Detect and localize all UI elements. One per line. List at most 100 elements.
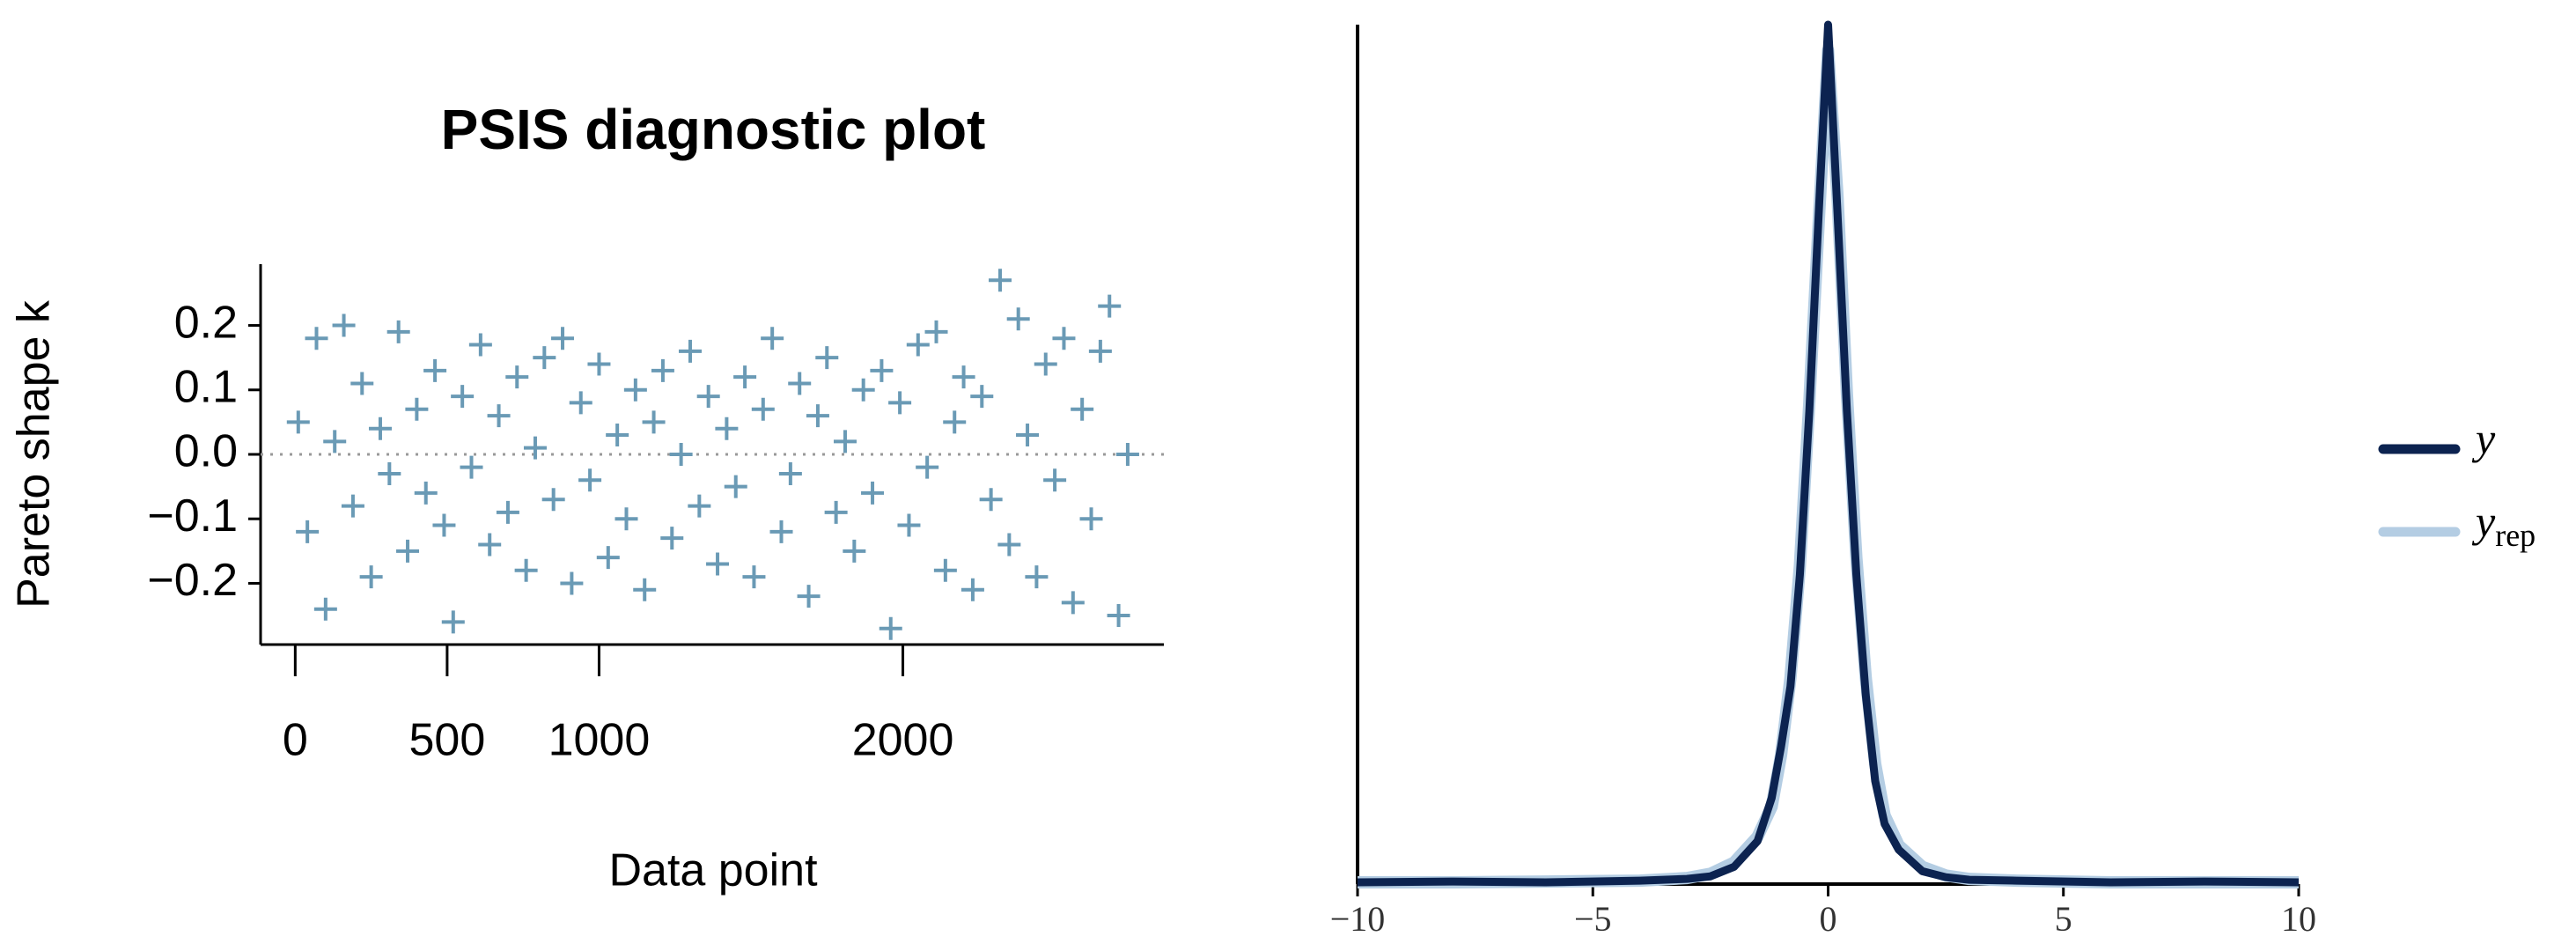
- point: [979, 488, 1003, 512]
- point: [769, 520, 793, 543]
- point: [733, 365, 757, 389]
- legend-name: y: [2471, 414, 2496, 463]
- x-tick-label: 500: [409, 715, 486, 766]
- point: [286, 410, 310, 434]
- point: [742, 565, 766, 589]
- point: [988, 269, 1012, 292]
- point: [341, 494, 364, 518]
- point: [323, 430, 347, 453]
- point: [378, 461, 401, 485]
- point: [487, 404, 511, 428]
- point: [350, 372, 374, 395]
- point: [778, 461, 802, 485]
- point: [533, 346, 556, 370]
- point: [806, 404, 829, 428]
- point: [1098, 294, 1122, 318]
- x-tick-label: 0: [1820, 899, 1837, 939]
- point: [405, 397, 429, 421]
- point: [423, 358, 447, 382]
- point: [451, 385, 475, 409]
- point: [1061, 591, 1085, 615]
- point: [1107, 604, 1130, 628]
- point: [359, 565, 383, 589]
- x-tick-label: 2000: [852, 715, 954, 766]
- point: [1006, 307, 1030, 331]
- point: [478, 533, 502, 557]
- point: [414, 481, 438, 505]
- point: [1115, 443, 1139, 466]
- y-axis-label: Pareto shape k: [9, 299, 60, 608]
- point: [861, 481, 885, 505]
- point: [578, 468, 602, 492]
- point: [897, 513, 921, 537]
- point: [551, 327, 575, 350]
- point: [715, 417, 739, 440]
- point: [1025, 565, 1049, 589]
- point: [296, 520, 320, 543]
- point: [496, 500, 519, 524]
- point: [569, 391, 592, 415]
- point: [1052, 327, 1076, 350]
- point: [587, 352, 611, 376]
- chart-title: PSIS diagnostic plot: [441, 98, 986, 161]
- y-tick-label: −0.1: [147, 490, 238, 542]
- point: [678, 339, 702, 363]
- y-tick-label: 0.0: [174, 426, 238, 477]
- point: [313, 597, 337, 621]
- point: [696, 385, 720, 409]
- x-tick-label: 1000: [548, 715, 651, 766]
- point: [952, 365, 975, 389]
- point: [305, 327, 328, 350]
- point: [943, 410, 967, 434]
- point: [432, 513, 456, 537]
- point: [541, 488, 565, 512]
- point: [1088, 339, 1112, 363]
- density-line: [1357, 20, 2300, 887]
- point: [606, 424, 629, 447]
- point: [660, 527, 684, 550]
- point: [724, 475, 747, 498]
- point: [642, 410, 666, 434]
- point: [960, 578, 984, 601]
- point: [1043, 468, 1067, 492]
- point: [669, 443, 693, 466]
- point: [706, 552, 730, 576]
- y-tick-label: −0.2: [147, 555, 238, 606]
- point: [824, 500, 848, 524]
- point: [879, 616, 902, 640]
- point: [916, 455, 939, 479]
- point: [933, 558, 957, 582]
- x-axis-label: Data point: [608, 845, 818, 896]
- point: [851, 378, 875, 402]
- point: [888, 391, 912, 415]
- point: [441, 610, 465, 634]
- point: [332, 313, 356, 337]
- point: [633, 578, 657, 601]
- x-tick-label: 10: [2281, 899, 2316, 939]
- point: [514, 558, 538, 582]
- point: [368, 417, 392, 440]
- point: [751, 397, 775, 421]
- point: [523, 436, 547, 460]
- density-line: [1358, 44, 2299, 889]
- point: [460, 455, 483, 479]
- legend-subscript: rep: [2495, 518, 2536, 553]
- point: [623, 378, 647, 402]
- y-tick-label: 0.2: [174, 297, 238, 348]
- x-tick-label: 0: [283, 715, 308, 766]
- y-tick-label: 0.1: [174, 362, 238, 413]
- x-tick-label: 5: [2055, 899, 2072, 939]
- legend-label: yrep: [2471, 497, 2536, 553]
- point: [833, 430, 857, 453]
- point: [386, 320, 410, 343]
- x-tick-label: −5: [1574, 899, 1612, 939]
- point: [1071, 397, 1094, 421]
- point: [997, 533, 1021, 557]
- point: [843, 539, 866, 563]
- legend-name: y: [2471, 497, 2496, 546]
- point: [505, 365, 529, 389]
- point: [870, 358, 894, 382]
- point: [615, 507, 638, 531]
- point: [1079, 507, 1103, 531]
